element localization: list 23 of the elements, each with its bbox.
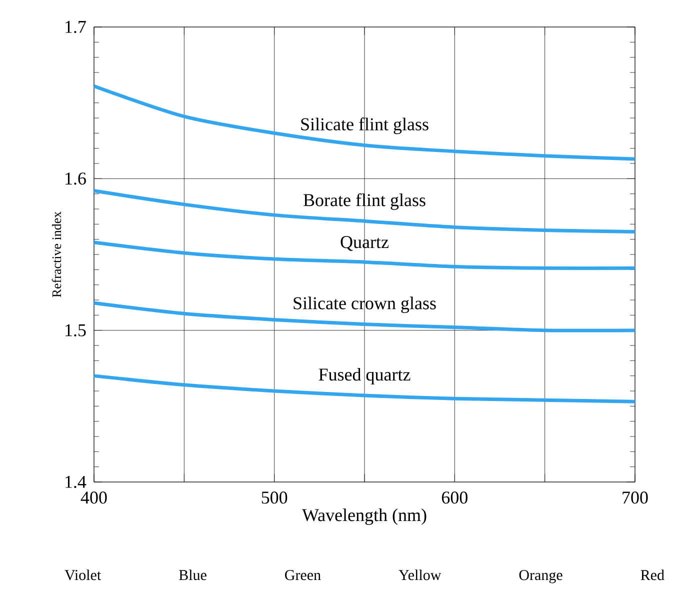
y-tick-label: 1.6 — [66, 172, 86, 185]
line-series — [92, 84, 637, 161]
text: Violet — [64, 570, 102, 580]
x-axis-title: Wavelength (nm) — [302, 508, 426, 525]
text: Red — [640, 570, 664, 580]
series-label: Silicate flint glass — [301, 118, 428, 134]
y-tick-label: 1.4 — [66, 476, 86, 488]
x-tick-label: 700 — [622, 492, 648, 504]
series-label: Borate flint glass — [304, 193, 426, 210]
text: Blue — [179, 570, 206, 580]
y-tick-label: 1.5 — [66, 324, 86, 336]
series-label: Fused quartz — [318, 368, 410, 384]
y-axis-title: Refractive index — [52, 212, 62, 298]
series-label: Quartz — [340, 236, 388, 251]
text: Green — [285, 570, 321, 580]
text: Orange — [519, 570, 562, 584]
x-tick-label: 500 — [262, 492, 288, 504]
y-tick-label: 1.7 — [66, 20, 86, 34]
x-tick-label: 400 — [80, 492, 107, 504]
series-label: Silicate crown glass — [294, 296, 436, 314]
line-series — [92, 189, 637, 234]
text: Yellow — [398, 570, 442, 580]
x-tick-label: 600 — [442, 492, 468, 504]
